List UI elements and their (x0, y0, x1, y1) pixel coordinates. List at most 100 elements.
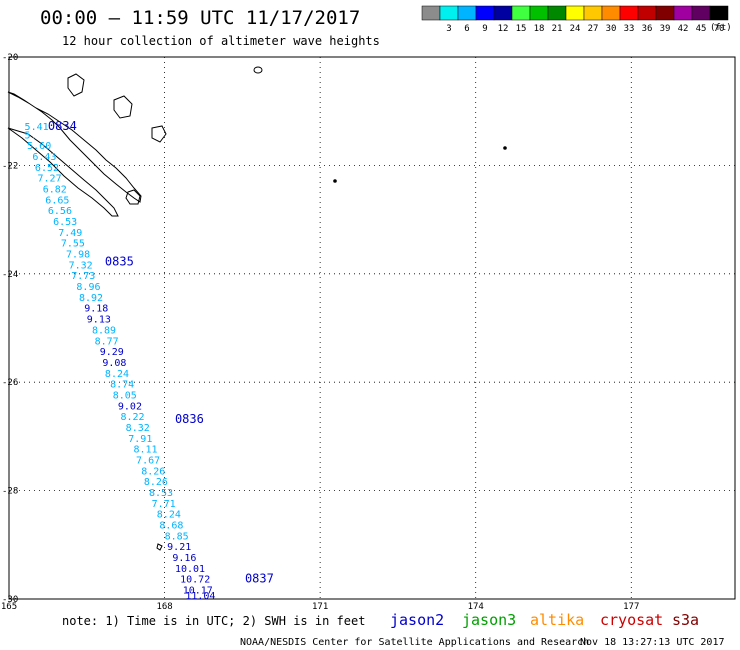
swh-value-label: 8.11 (133, 445, 157, 456)
legend-swatch-label: 33 (624, 24, 635, 34)
map-frame (8, 56, 736, 600)
legend-swatch-label: 18 (534, 24, 545, 34)
footer-timestamp: Nov 18 13:27:13 UTC 2017 (580, 637, 725, 648)
footer-credit: NOAA/NESDIS Center for Satellite Applica… (240, 637, 589, 648)
legend-swatch (601, 5, 621, 21)
pass-time-label: 0836 (175, 412, 204, 426)
legend-swatch (583, 5, 603, 21)
map-subtitle: 12 hour collection of altimeter wave hei… (62, 34, 380, 48)
pass-time-label: 0837 (245, 572, 274, 586)
swh-value-label: 5.41 (25, 122, 49, 133)
lon-tick-label: 171 (312, 602, 328, 612)
swh-value-label: 7.91 (128, 434, 152, 445)
lon-tick-label: 168 (156, 602, 172, 612)
swh-value-label: 6.43 (32, 152, 56, 163)
legend-swatch-label: 3 (446, 24, 451, 34)
color-scale-legend: 3 6 9 12 15 18 21 24 27 30 33 36 39 42 45 70 (421, 5, 729, 34)
legend-swatch-label: 21 (552, 24, 563, 34)
swh-values: 5.415.5.606.436.527.276.826.656.566.537.… (25, 122, 216, 602)
swh-value-label: 5.60 (27, 141, 51, 152)
lat-tick-label: -30 (2, 595, 18, 605)
legend-swatch (421, 5, 441, 21)
legend-swatch-label: 27 (588, 24, 599, 34)
legend-swatch-label: 30 (606, 24, 617, 34)
legend-swatch (619, 5, 639, 21)
legend-swatch-label: 39 (660, 24, 671, 34)
loyalty-island-3 (151, 125, 167, 143)
lat-lon-grid (9, 57, 735, 599)
legend-swatch-label: 70 (714, 24, 725, 34)
swh-value-label: 8.26 (141, 466, 165, 477)
coastlines (7, 66, 507, 551)
swh-value-label: 8.77 (95, 336, 119, 347)
lon-tick-label: 177 (623, 602, 639, 612)
legend-swatch-label: 42 (678, 24, 689, 34)
legend-swatch-label: 6 (464, 24, 469, 34)
island-south (156, 543, 163, 551)
swh-value-label: 6.65 (45, 195, 69, 206)
swh-value-label: 7.32 (69, 260, 93, 271)
lat-tick-label: -24 (2, 270, 18, 280)
satellite-name-altika: altika (530, 611, 584, 629)
legend-swatch (529, 5, 549, 21)
swh-value-label: 8.22 (120, 412, 144, 423)
swh-value-label: 5. (25, 130, 37, 141)
pass-time-label: 0835 (105, 255, 134, 269)
island-small-center (333, 179, 337, 183)
swh-value-label: 8.32 (126, 423, 150, 434)
legend-swatch (511, 5, 531, 21)
swh-value-label: 10.17 (183, 586, 213, 597)
swh-value-label: 7.55 (61, 239, 85, 250)
swh-value-label: 7.71 (152, 499, 176, 510)
swh-value-label: 9.02 (118, 401, 142, 412)
swh-value-label: 9.13 (87, 315, 111, 326)
swh-value-label: 6.52 (35, 163, 59, 174)
footer-note: note: 1) Time is in UTC; 2) SWH is in fe… (62, 614, 365, 628)
map-title: 00:00 – 11:59 UTC 11/17/2017 (40, 7, 360, 29)
swh-value-label: 7.49 (58, 228, 82, 239)
swh-value-label: 8.26 (144, 477, 168, 488)
legend-swatch-label: 9 (482, 24, 487, 34)
island-east (503, 146, 507, 150)
swh-value-label: 6.82 (43, 185, 67, 196)
satellite-legend: jason2 jason3 altika cryosat s3a (390, 611, 699, 629)
swh-value-label: 10.72 (180, 575, 210, 586)
satellite-name-jason2: jason2 (390, 611, 444, 629)
loyalty-island-2 (113, 95, 133, 119)
pass-time-label: 0834 (48, 119, 77, 133)
legend-swatch (637, 5, 657, 21)
swh-value-label: 7.67 (136, 456, 160, 467)
legend-swatch-label: 15 (516, 24, 527, 34)
grand-terre-south-coast (7, 127, 119, 217)
legend-swatch-label: 24 (570, 24, 581, 34)
lon-tick-label: 165 (1, 602, 17, 612)
swh-value-label: 6.53 (53, 217, 77, 228)
swh-value-label: 7.27 (38, 174, 62, 185)
legend-swatch (709, 5, 729, 21)
legend-swatch (439, 5, 459, 21)
satellite-name-jason3: jason3 (462, 611, 516, 629)
swh-value-label: 8.68 (159, 521, 183, 532)
island-north (253, 66, 263, 74)
legend-swatch (457, 5, 477, 21)
swh-value-label: 8.24 (105, 369, 129, 380)
legend-swatch-label: 12 (498, 24, 509, 34)
swh-value-label: 9.29 (100, 347, 124, 358)
legend-swatch-label: 45 (696, 24, 707, 34)
swh-value-label: 11.04 (185, 591, 215, 602)
lon-tick-label: 174 (468, 602, 484, 612)
swh-value-label: 9.21 (167, 542, 191, 553)
satellite-name-s3a: s3a (672, 611, 699, 629)
swh-value-label: 8.74 (110, 380, 134, 391)
legend-swatch (547, 5, 567, 21)
legend-units: (ft) (710, 23, 732, 33)
loyalty-island-1 (67, 73, 85, 97)
new-caledonia-coast (7, 91, 142, 203)
legend-swatch (565, 5, 585, 21)
lat-tick-label: -26 (2, 378, 18, 388)
swh-value-label: 9.18 (84, 304, 108, 315)
swh-value-label: 8.05 (113, 390, 137, 401)
swh-value-label: 8.53 (149, 488, 173, 499)
